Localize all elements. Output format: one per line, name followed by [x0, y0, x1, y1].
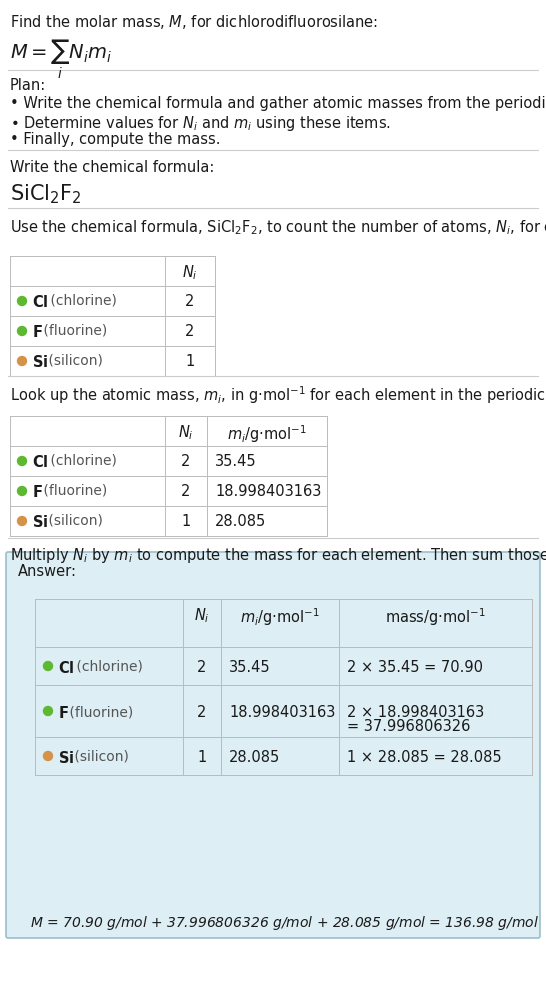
Text: $\mathbf{F}$: $\mathbf{F}$: [32, 484, 43, 500]
Text: (silicon): (silicon): [44, 354, 103, 368]
Text: 2: 2: [181, 484, 191, 499]
Text: 18.998403163: 18.998403163: [229, 705, 335, 720]
Text: 2: 2: [197, 705, 207, 720]
Text: Write the chemical formula:: Write the chemical formula:: [10, 160, 215, 175]
Text: 1: 1: [197, 750, 206, 765]
Circle shape: [44, 662, 52, 671]
Text: $M = \sum_i N_i m_i$: $M = \sum_i N_i m_i$: [10, 38, 112, 81]
Circle shape: [17, 296, 27, 305]
Text: • Write the chemical formula and gather atomic masses from the periodic table.: • Write the chemical formula and gather …: [10, 96, 546, 111]
Text: 2: 2: [185, 324, 195, 339]
Text: $\mathbf{Si}$: $\mathbf{Si}$: [32, 354, 48, 370]
Text: 35.45: 35.45: [229, 660, 271, 675]
Text: • Determine values for $N_i$ and $m_i$ using these items.: • Determine values for $N_i$ and $m_i$ u…: [10, 114, 391, 133]
Text: • Finally, compute the mass.: • Finally, compute the mass.: [10, 132, 221, 147]
Text: $\mathbf{Cl}$: $\mathbf{Cl}$: [32, 454, 49, 470]
Text: (fluorine): (fluorine): [39, 484, 107, 498]
Circle shape: [17, 357, 27, 366]
Text: Use the chemical formula, $\mathrm{SiCl_2F_2}$, to count the number of atoms, $N: Use the chemical formula, $\mathrm{SiCl_…: [10, 218, 546, 237]
Text: $\mathbf{Cl}$: $\mathbf{Cl}$: [32, 294, 49, 310]
Text: (silicon): (silicon): [44, 514, 103, 528]
Text: Plan:: Plan:: [10, 78, 46, 93]
Text: Answer:: Answer:: [18, 564, 77, 579]
Text: Find the molar mass, $M$, for dichlorodifluorosilane:: Find the molar mass, $M$, for dichlorodi…: [10, 13, 378, 31]
Text: (chlorine): (chlorine): [46, 454, 117, 468]
Text: 2 × 35.45 = 70.90: 2 × 35.45 = 70.90: [347, 660, 483, 675]
Text: $\mathbf{F}$: $\mathbf{F}$: [32, 324, 43, 340]
Text: $N_i$: $N_i$: [182, 263, 198, 282]
Text: $\mathbf{F}$: $\mathbf{F}$: [58, 705, 69, 721]
Text: 1 × 28.085 = 28.085: 1 × 28.085 = 28.085: [347, 750, 502, 765]
Circle shape: [17, 486, 27, 496]
Text: 2: 2: [185, 294, 195, 309]
Text: $\mathbf{Si}$: $\mathbf{Si}$: [32, 514, 48, 530]
Text: $m_i$/g·mol$^{-1}$: $m_i$/g·mol$^{-1}$: [227, 423, 307, 445]
Text: $m_i$/g·mol$^{-1}$: $m_i$/g·mol$^{-1}$: [240, 606, 320, 627]
Circle shape: [17, 326, 27, 336]
Circle shape: [17, 456, 27, 465]
Circle shape: [44, 706, 52, 715]
Text: $\mathbf{Si}$: $\mathbf{Si}$: [58, 750, 74, 766]
Text: 2: 2: [181, 454, 191, 469]
Text: (chlorine): (chlorine): [72, 660, 143, 674]
Text: $\mathbf{Cl}$: $\mathbf{Cl}$: [58, 660, 74, 676]
Text: 2 × 18.998403163: 2 × 18.998403163: [347, 705, 484, 720]
Text: (chlorine): (chlorine): [46, 294, 117, 308]
Text: = 37.996806326: = 37.996806326: [347, 719, 470, 734]
Text: 28.085: 28.085: [229, 750, 280, 765]
Text: 1: 1: [186, 354, 194, 369]
Circle shape: [17, 517, 27, 526]
Text: $N_i$: $N_i$: [194, 606, 210, 624]
Text: 35.45: 35.45: [215, 454, 257, 469]
Text: (fluorine): (fluorine): [39, 324, 107, 338]
Text: Look up the atomic mass, $m_i$, in g·mol$^{-1}$ for each element in the periodic: Look up the atomic mass, $m_i$, in g·mol…: [10, 384, 546, 406]
Text: (fluorine): (fluorine): [65, 705, 133, 719]
Text: 28.085: 28.085: [215, 514, 266, 529]
Text: 18.998403163: 18.998403163: [215, 484, 322, 499]
Text: 2: 2: [197, 660, 207, 675]
Text: mass/g·mol$^{-1}$: mass/g·mol$^{-1}$: [385, 606, 486, 627]
Text: $M$ = 70.90 g/mol + 37.996806326 g/mol + 28.085 g/mol = 136.98 g/mol: $M$ = 70.90 g/mol + 37.996806326 g/mol +…: [30, 914, 539, 932]
Text: $\mathrm{SiCl_2F_2}$: $\mathrm{SiCl_2F_2}$: [10, 182, 81, 206]
Text: $N_i$: $N_i$: [178, 423, 194, 442]
Text: (silicon): (silicon): [70, 750, 129, 764]
Circle shape: [44, 752, 52, 761]
Text: 1: 1: [181, 514, 191, 529]
Text: Multiply $N_i$ by $m_i$ to compute the mass for each element. Then sum those val: Multiply $N_i$ by $m_i$ to compute the m…: [10, 546, 546, 565]
FancyBboxPatch shape: [6, 552, 540, 938]
